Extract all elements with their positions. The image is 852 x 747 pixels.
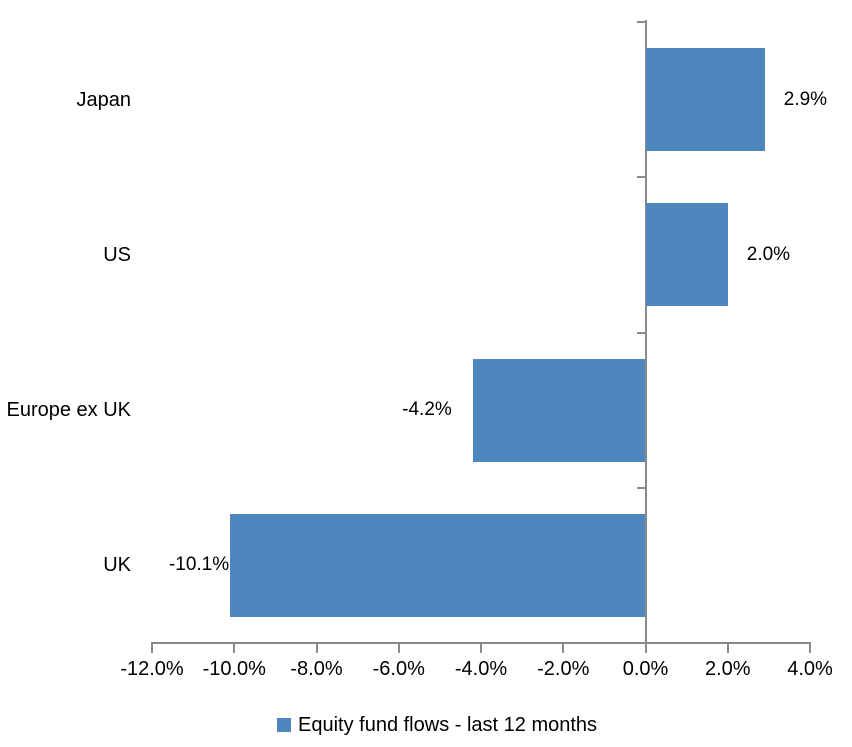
x-axis-tick bbox=[397, 643, 400, 653]
x-axis-tick-label: -4.0% bbox=[454, 658, 508, 680]
category-label: US bbox=[103, 243, 131, 266]
x-axis-tick-label: -2.0% bbox=[537, 658, 590, 680]
category-label: Europe ex UK bbox=[6, 399, 131, 422]
x-axis-tick-label: 2.0% bbox=[704, 658, 751, 680]
value-label: -10.1% bbox=[168, 554, 230, 576]
category-label: Japan bbox=[76, 88, 132, 111]
bar-uk bbox=[230, 513, 646, 617]
value-label: 2.9% bbox=[783, 88, 828, 110]
category-label: UK bbox=[103, 554, 131, 577]
value-label: -4.2% bbox=[402, 399, 452, 421]
x-axis-tick-label: -10.0% bbox=[202, 658, 266, 680]
x-axis-tick-label: 4.0% bbox=[787, 658, 833, 680]
x-axis-tick bbox=[480, 643, 482, 653]
x-axis-tick bbox=[315, 643, 318, 653]
bar-us bbox=[645, 203, 728, 307]
legend: Equity fund flows - last 12 months bbox=[277, 712, 597, 738]
x-axis-tick bbox=[644, 643, 647, 653]
x-axis-tick bbox=[151, 643, 153, 653]
x-axis-tick-label: -8.0% bbox=[290, 658, 343, 680]
category-tick bbox=[636, 331, 645, 334]
category-tick bbox=[636, 486, 645, 489]
x-axis-tick-label: -12.0% bbox=[120, 658, 184, 680]
category-tick bbox=[636, 21, 645, 23]
legend-swatch-icon bbox=[277, 718, 291, 732]
value-axis-line bbox=[644, 20, 647, 653]
x-axis-tick-label: 0.0% bbox=[622, 658, 669, 680]
x-axis-tick bbox=[233, 643, 236, 653]
x-axis-tick bbox=[726, 643, 729, 653]
x-axis-tick bbox=[809, 643, 811, 653]
value-label: 2.0% bbox=[746, 243, 791, 265]
category-tick bbox=[636, 176, 645, 179]
legend-label: Equity fund flows - last 12 months bbox=[298, 714, 598, 736]
x-axis-tick bbox=[562, 643, 565, 653]
bar-europe-ex-uk bbox=[472, 358, 646, 462]
bar-japan bbox=[645, 48, 765, 152]
x-axis-tick-label: -6.0% bbox=[372, 658, 425, 680]
